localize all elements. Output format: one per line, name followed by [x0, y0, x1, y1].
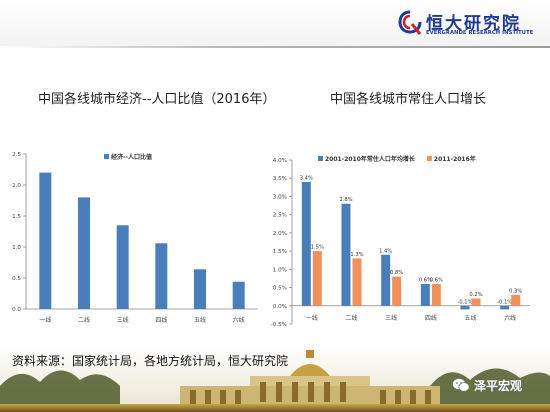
right-bar	[312, 251, 322, 306]
left-y-tick-label: 0.5	[12, 276, 21, 282]
left-chart-axes: 0.0 0.5 1.0 1.5 2.0 2.5 一线 二线 三线 四线 五线 六线	[12, 152, 258, 324]
left-chart-legend: 经济--人口比值	[104, 153, 152, 161]
right-y-tick-label: 3.5%	[273, 176, 287, 182]
right-bar	[471, 298, 481, 306]
right-data-label: 0.2%	[469, 292, 482, 298]
right-x-tick-label: 三线	[385, 314, 397, 322]
left-x-tick-label: 四线	[155, 316, 167, 324]
header-divider	[0, 46, 550, 48]
right-bar	[392, 276, 402, 306]
right-x-tick-label: 六线	[504, 314, 516, 322]
right-bar	[301, 181, 311, 306]
left-legend-swatch	[104, 154, 109, 159]
right-bar	[341, 203, 351, 306]
right-chart-axes: -0.5% 0.0% 0.5% 1.0% 1.5% 2.0% 2.5% 3.0% 3.5% 4.0…	[271, 158, 530, 328]
left-bar	[39, 172, 52, 309]
left-x-tick-label: 五线	[194, 316, 206, 324]
right-chart-legend: 2001-2010年常住人口年均增长 2011-2016年	[318, 155, 476, 163]
right-legend-label: 2011-2016年	[434, 155, 476, 163]
evergrande-logo: 恒大研究院 EVERGRANDE RESEARCH INSTITUTE	[398, 8, 533, 42]
header-band	[0, 0, 550, 46]
left-x-tick-label: 六线	[233, 316, 245, 324]
right-data-label: 1.4%	[379, 248, 392, 254]
right-bar	[352, 258, 362, 306]
evergrande-logo-icon	[398, 10, 422, 35]
right-y-tick-label: 2.0%	[273, 231, 287, 237]
left-y-tick-label: 0.0	[12, 307, 21, 313]
right-y-tick-label: -0.5%	[271, 322, 287, 328]
right-x-tick-label: 一线	[306, 314, 318, 322]
left-chart-bars	[39, 172, 245, 309]
right-y-tick-label: 1.5%	[273, 249, 287, 255]
right-data-label: 1.5%	[311, 245, 324, 251]
left-x-tick-label: 三线	[117, 316, 129, 324]
right-bar	[460, 305, 470, 310]
left-bar	[78, 197, 90, 309]
right-bar	[431, 283, 441, 306]
right-bar	[381, 254, 391, 306]
left-y-tick-label: 1.0	[12, 245, 21, 251]
right-x-tick-label: 二线	[345, 314, 357, 322]
right-x-tick-label: 五线	[464, 314, 476, 322]
right-y-tick-label: 2.5%	[273, 213, 287, 219]
left-y-tick-label: 1.5	[12, 214, 21, 220]
right-bar	[500, 305, 510, 310]
left-legend-label: 经济--人口比值	[111, 153, 152, 161]
right-y-tick-label: 0.5%	[273, 286, 287, 292]
data-source-note: 资料来源：国家统计局，各地方统计局，恒大研究院	[12, 354, 289, 368]
left-y-tick-label: 2.0	[12, 183, 21, 189]
wechat-account-name: 泽平宏观	[474, 378, 523, 393]
footer-building-photo	[0, 346, 550, 412]
logo-text-en: EVERGRANDE RESEARCH INSTITUTE	[426, 30, 534, 36]
right-chart-title: 中国各线城市常住人口增长	[330, 92, 487, 107]
left-bar	[116, 225, 129, 309]
right-data-label: 0.3%	[509, 288, 522, 294]
right-data-label: 0.6%	[430, 277, 443, 283]
wechat-badge: 泽平宏观	[452, 376, 522, 394]
right-legend-swatch	[426, 156, 432, 161]
right-data-label: 0.6%	[419, 277, 432, 283]
left-x-tick-label: 一线	[39, 316, 51, 324]
right-chart-bars: 3.4%1.5%2.8%1.3%1.4%0.8%0.6%0.6%-0.1%0.2…	[300, 175, 522, 310]
right-data-label: 3.4%	[300, 175, 313, 181]
right-y-tick-label: 0.0%	[273, 304, 287, 310]
right-data-label: 1.3%	[350, 252, 363, 258]
right-data-label: 2.8%	[339, 197, 352, 203]
right-y-tick-label: 1.0%	[273, 267, 287, 273]
left-chart-title: 中国各线城市经济--人口比值（2016年）	[38, 92, 276, 107]
right-data-label: 0.8%	[390, 270, 403, 276]
right-x-tick-label: 四线	[425, 314, 437, 322]
logo-text-cn: 恒大研究院	[426, 14, 521, 34]
right-bar	[420, 283, 430, 306]
right-bar	[511, 294, 521, 306]
right-data-label: -0.1%	[457, 299, 472, 305]
left-x-tick-label: 二线	[78, 316, 90, 324]
right-y-tick-label: 3.0%	[273, 194, 287, 200]
right-y-tick-label: 4.0%	[273, 158, 287, 164]
wechat-icon	[452, 378, 470, 392]
left-bar	[155, 243, 168, 309]
right-legend-label: 2001-2010年常住人口年均增长	[325, 155, 416, 163]
left-bar	[194, 269, 206, 309]
left-y-tick-label: 2.5	[12, 152, 21, 158]
left-bar	[232, 281, 245, 309]
right-legend-swatch	[318, 156, 323, 161]
right-data-label: -0.1%	[497, 299, 512, 305]
